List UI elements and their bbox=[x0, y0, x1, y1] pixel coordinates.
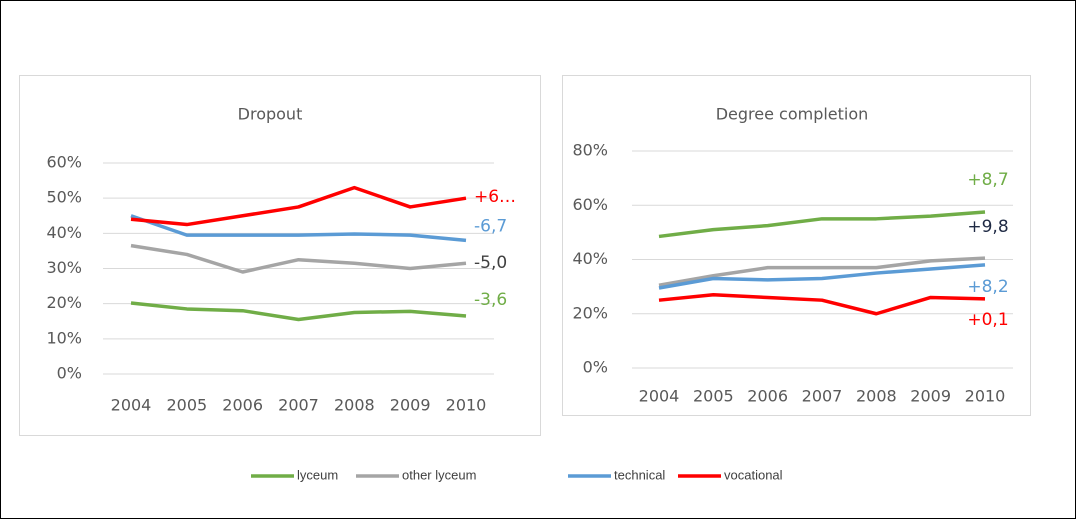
series-line bbox=[658, 210, 986, 239]
x-tick-label: 2007 bbox=[802, 387, 843, 406]
x-tick-label: 2010 bbox=[965, 387, 1006, 406]
chart-title: Degree completion bbox=[716, 105, 869, 124]
series-line bbox=[658, 256, 986, 287]
series-line bbox=[658, 293, 986, 316]
x-tick-label: 2009 bbox=[910, 387, 951, 406]
legend-label: lyceum bbox=[297, 467, 338, 482]
x-tick-label: 2007 bbox=[278, 396, 319, 415]
panel-frame bbox=[19, 75, 541, 436]
series-line bbox=[130, 243, 467, 274]
y-tick-label: 60% bbox=[46, 153, 82, 172]
annotation: +6… bbox=[474, 187, 516, 207]
annotation: +8,2 bbox=[967, 277, 1008, 297]
x-tick-label: 2005 bbox=[693, 387, 734, 406]
y-tick-label: 60% bbox=[572, 195, 608, 214]
annotation: -5,0 bbox=[474, 253, 507, 273]
series-line bbox=[130, 214, 467, 243]
series-line bbox=[130, 301, 467, 322]
x-tick-label: 2008 bbox=[334, 396, 375, 415]
series-line bbox=[130, 185, 467, 227]
x-tick-label: 2004 bbox=[639, 387, 680, 406]
legend-label: technical bbox=[614, 467, 665, 482]
y-tick-label: 0% bbox=[583, 358, 608, 377]
y-tick-label: 20% bbox=[572, 303, 608, 322]
x-tick-label: 2004 bbox=[111, 396, 152, 415]
y-tick-label: 10% bbox=[46, 328, 82, 347]
y-tick-label: 80% bbox=[572, 141, 608, 160]
y-tick-label: 40% bbox=[572, 249, 608, 268]
x-tick-label: 2006 bbox=[222, 396, 263, 415]
y-tick-label: 0% bbox=[57, 364, 82, 383]
legend-label: other lyceum bbox=[402, 467, 476, 482]
x-tick-label: 2006 bbox=[747, 387, 788, 406]
annotation: +0,1 bbox=[967, 310, 1008, 330]
panel-frame bbox=[562, 75, 1031, 416]
x-tick-label: 2010 bbox=[446, 396, 487, 415]
chart-title: Dropout bbox=[238, 105, 303, 124]
annotation: -3,6 bbox=[474, 290, 507, 310]
y-tick-label: 20% bbox=[46, 293, 82, 312]
annotation: +9,8 bbox=[967, 217, 1008, 237]
x-tick-label: 2008 bbox=[856, 387, 897, 406]
y-tick-label: 30% bbox=[46, 258, 82, 277]
annotation: -6,7 bbox=[474, 216, 507, 236]
legend-label: vocational bbox=[724, 467, 783, 482]
x-tick-label: 2009 bbox=[390, 396, 431, 415]
x-tick-label: 2005 bbox=[166, 396, 207, 415]
y-tick-label: 50% bbox=[46, 188, 82, 207]
series-line bbox=[658, 263, 986, 290]
annotation: +8,7 bbox=[967, 170, 1008, 190]
y-tick-label: 40% bbox=[46, 223, 82, 242]
